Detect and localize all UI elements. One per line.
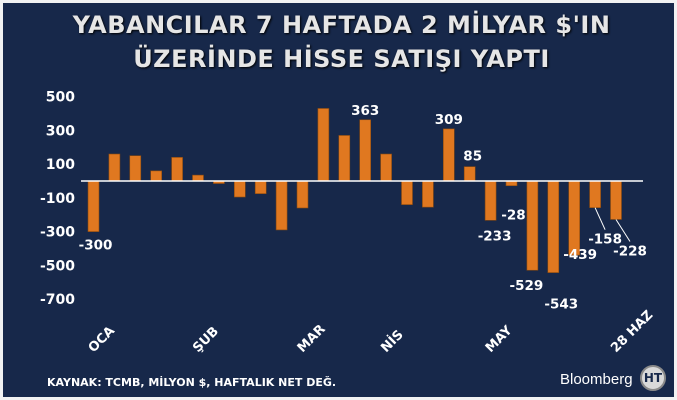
bar [338, 135, 351, 182]
bar [422, 180, 434, 208]
bar [401, 180, 413, 205]
bar [296, 180, 309, 209]
x-tick-label: MAY [483, 323, 516, 356]
chart-title-line2: ÜZERİNDE HİSSE SATIŞI YAPTI [133, 45, 550, 73]
ht-logo-icon: HT [640, 365, 666, 391]
x-tick-label: 28 HAZ [608, 308, 656, 356]
data-label: -158 [588, 232, 622, 248]
y-tick-label: 300 [46, 123, 75, 139]
bar [484, 180, 497, 221]
data-label: -439 [563, 247, 597, 263]
data-label: 363 [351, 103, 379, 119]
y-tick-label: -100 [40, 191, 75, 207]
y-tick-label: -500 [40, 258, 75, 274]
bar [150, 170, 162, 182]
bar [254, 180, 267, 194]
x-tick-label: NİS [378, 327, 407, 356]
bar [442, 128, 455, 182]
bar [108, 153, 121, 182]
source-note: KAYNAK: TCMB, MİLYON $, HAFTALIK NET DEĞ… [47, 376, 337, 389]
data-label: -543 [544, 297, 578, 313]
data-label: -233 [478, 228, 512, 244]
data-label: -28 [501, 208, 525, 224]
y-tick-label: -300 [40, 225, 75, 241]
bar [317, 108, 330, 182]
y-tick-label: 500 [46, 90, 75, 106]
data-label: -529 [510, 278, 544, 294]
bar [192, 174, 204, 182]
bloomberg-logo: Bloomberg [560, 371, 633, 388]
label-leader-line [594, 207, 606, 230]
bar [568, 180, 581, 256]
bar [275, 180, 288, 231]
bar [547, 180, 560, 273]
bar [380, 153, 392, 182]
bar [234, 180, 246, 198]
data-label: 85 [463, 149, 482, 165]
bar [87, 180, 100, 232]
bar [463, 166, 476, 182]
label-leader-line [615, 219, 631, 242]
x-tick-label: OCA [86, 324, 118, 356]
bar [610, 180, 622, 220]
x-tick-label: MAR [295, 322, 329, 356]
bar [359, 119, 372, 182]
data-label: 309 [435, 112, 463, 128]
bar [526, 180, 539, 271]
chart-title-line1: YABANCILAR 7 HAFTADA 2 MİLYAR $'IN [72, 11, 611, 39]
x-tick-label: ŞUB [190, 324, 222, 356]
bar [589, 180, 601, 208]
bar [129, 155, 142, 182]
data-label: -300 [79, 238, 113, 254]
y-tick-label: -700 [40, 292, 75, 308]
y-tick-label: 100 [46, 157, 75, 173]
bar [171, 157, 183, 182]
data-label: -228 [613, 243, 647, 259]
